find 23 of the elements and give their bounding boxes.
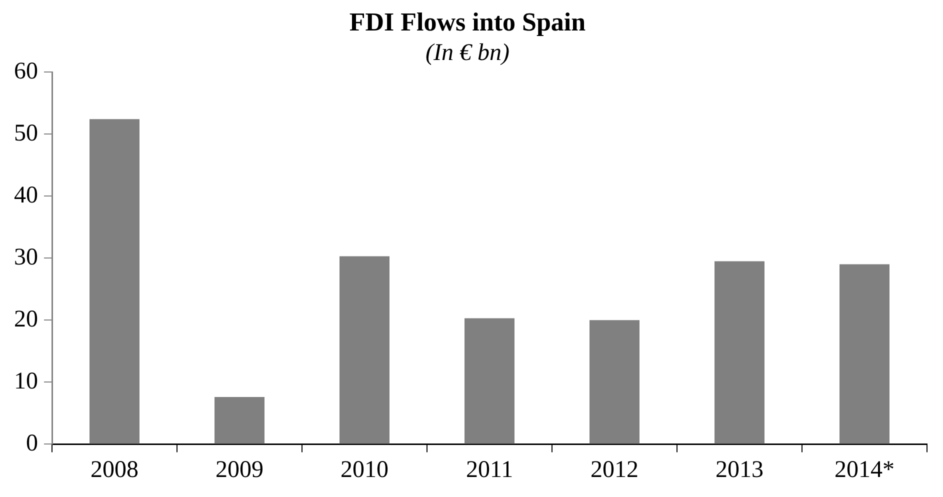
y-tick-label: 30	[14, 244, 38, 270]
bar	[840, 264, 890, 444]
bar	[464, 318, 514, 444]
x-tick-label: 2010	[340, 456, 388, 483]
bar	[214, 397, 264, 444]
x-tick-label: 2014*	[834, 456, 894, 483]
bar	[90, 119, 140, 444]
x-tick-label: 2013	[716, 456, 764, 483]
bar	[714, 261, 764, 444]
x-tick-label: 2009	[216, 456, 264, 483]
y-tick-label: 0	[26, 430, 38, 456]
chart-subtitle: (In € bn)	[426, 40, 510, 66]
x-tick-label: 2012	[590, 456, 638, 483]
y-tick-label: 60	[14, 58, 38, 84]
y-tick-label: 10	[14, 368, 38, 394]
y-tick-label: 50	[14, 120, 38, 146]
x-tick-label: 2008	[90, 456, 138, 483]
bar	[340, 256, 390, 444]
chart-title: FDI Flows into Spain	[349, 7, 586, 36]
x-tick-label: 2011	[466, 456, 514, 483]
bar	[590, 320, 640, 444]
y-tick-label: 20	[14, 306, 38, 332]
y-tick-label: 40	[14, 182, 38, 208]
